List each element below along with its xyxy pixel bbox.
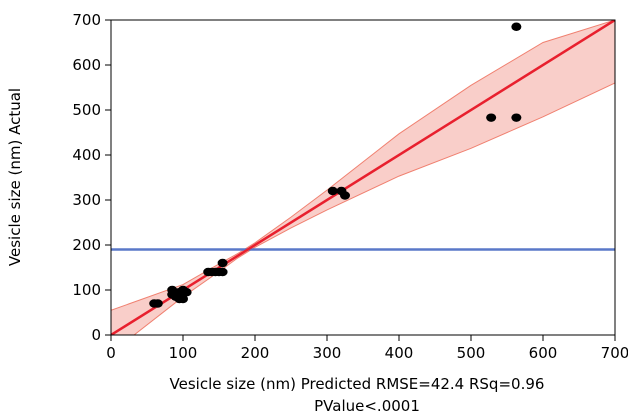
x-axis-label: Vesicle size (nm) Predicted RMSE=42.4 RS… [170, 375, 545, 393]
y-tick-label: 0 [91, 326, 101, 344]
y-tick-label: 100 [72, 281, 101, 299]
y-axis-label: Vesicle size (nm) Actual [6, 88, 24, 266]
line-layer [111, 20, 615, 335]
x-tick-label: 0 [106, 344, 116, 362]
x-tick-label: 400 [385, 344, 414, 362]
data-point [181, 288, 192, 297]
x-tick-label: 600 [529, 344, 558, 362]
plot-frame [110, 19, 616, 336]
confidence-band [111, 20, 615, 335]
x-tick-label: 100 [169, 344, 198, 362]
y-tick-label: 300 [72, 191, 101, 209]
confidence-lower-edge [133, 82, 615, 335]
data-point [511, 113, 522, 122]
x-tick-label: 700 [601, 344, 628, 362]
confidence-band-layer [111, 20, 615, 335]
y-axis: 0 100 200 300 400 500 600 700 [72, 11, 111, 344]
y-tick-label: 600 [72, 56, 101, 74]
x-tick-label: 200 [241, 344, 270, 362]
data-point [327, 186, 338, 196]
data-point [340, 191, 350, 200]
y-tick-label: 200 [72, 236, 101, 254]
y-tick-label: 700 [72, 11, 101, 29]
data-point [217, 267, 228, 277]
data-point [217, 258, 228, 268]
x-axis: 0 100 200 300 400 500 600 700 [106, 335, 628, 362]
data-point [152, 299, 163, 308]
y-tick-label: 500 [72, 101, 101, 119]
data-point [511, 22, 522, 31]
data-point [486, 113, 497, 122]
fit-line [111, 20, 615, 335]
y-tick-label: 400 [72, 146, 101, 164]
x-tick-label: 500 [457, 344, 486, 362]
x-tick-label: 300 [313, 344, 342, 362]
point-layer [149, 22, 522, 308]
data-point [178, 294, 188, 304]
x-axis-label-line2: PValue<.0001 [314, 397, 420, 415]
